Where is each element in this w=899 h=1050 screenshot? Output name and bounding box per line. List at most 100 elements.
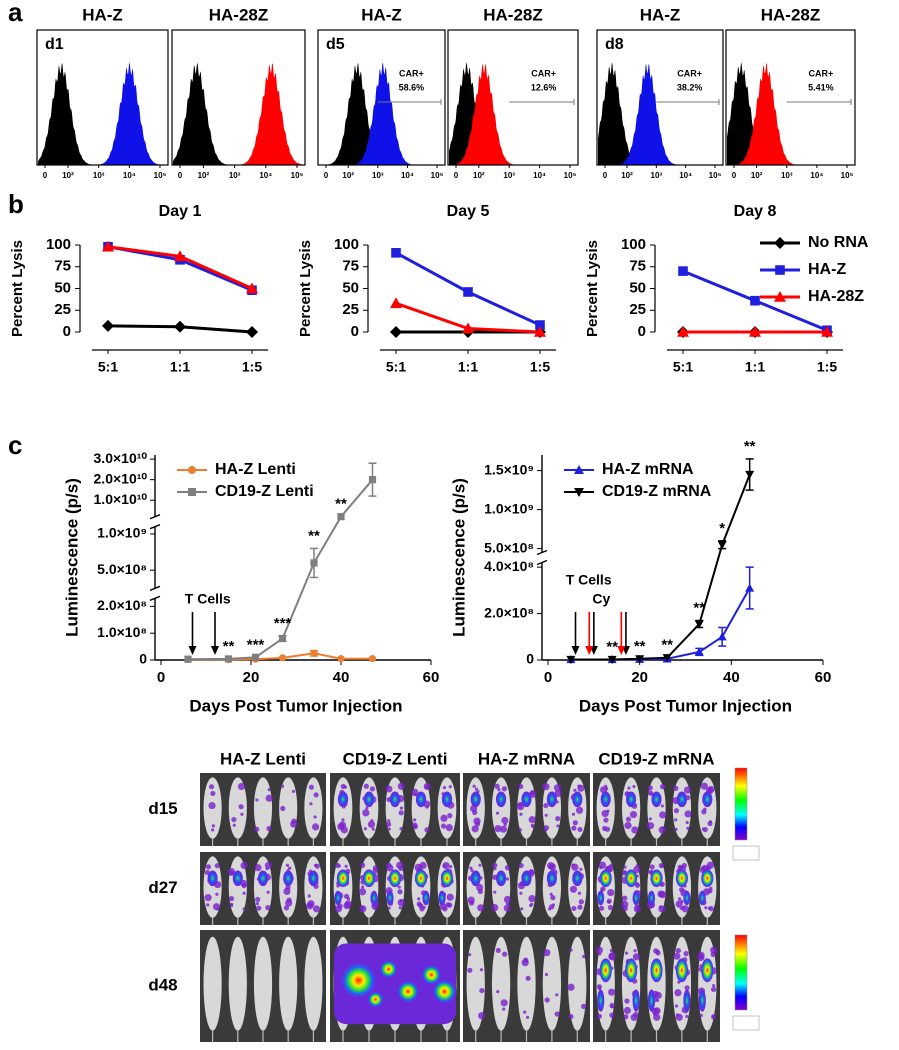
- signal-speckle: [503, 895, 512, 904]
- x-tick-label: 10³: [93, 171, 105, 180]
- signal-speckle: [343, 785, 347, 789]
- legend-marker: [574, 488, 584, 497]
- signal-speckle: [385, 785, 393, 793]
- signal-speckle: [549, 892, 553, 896]
- signal-speckle: [367, 820, 376, 828]
- x-tick-label: 10⁵: [709, 171, 722, 180]
- signal-speckle: [264, 861, 273, 869]
- x-tick-label: 0: [324, 171, 329, 180]
- x-tick-label: 0: [732, 171, 737, 180]
- chart-title: Day 8: [734, 203, 777, 220]
- signal-speckle: [556, 824, 560, 828]
- signal-speckle: [677, 980, 681, 984]
- chart-title: Day 5: [447, 203, 490, 220]
- y-tick-label: 0: [526, 651, 534, 667]
- signal-speckle: [624, 951, 629, 955]
- signal-speckle: [423, 782, 431, 791]
- signal-speckle: [555, 993, 559, 997]
- signal-blob: [379, 960, 398, 979]
- y-tick-label: 2.0×10⁸: [484, 604, 534, 620]
- signal-speckle: [571, 905, 577, 912]
- treatment-label: Cy: [592, 591, 610, 607]
- signal-speckle: [528, 815, 536, 824]
- signal-speckle: [492, 862, 498, 868]
- signal-speckle: [623, 865, 627, 869]
- signal-speckle: [414, 863, 422, 872]
- gate-percent: 5.41%: [808, 82, 834, 92]
- y-axis-label: Percent Lysis: [297, 240, 314, 337]
- signal-blob: [283, 870, 294, 887]
- signal-speckle: [397, 889, 403, 895]
- histogram-title: HA-28Z: [483, 5, 543, 24]
- gate-percent: 58.6%: [399, 82, 425, 92]
- signal-speckle: [660, 804, 664, 808]
- signal-blob: [683, 890, 691, 906]
- signal-blob: [675, 869, 688, 888]
- x-tick-label: 60: [815, 669, 832, 686]
- histogram: [173, 63, 304, 165]
- signal-speckle: [659, 784, 666, 790]
- signal-speckle: [386, 821, 392, 827]
- signal-speckle: [544, 997, 550, 1003]
- signal-speckle: [608, 988, 616, 996]
- histogram: [727, 62, 854, 165]
- mouse: [359, 777, 379, 839]
- signal-speckle: [569, 885, 578, 893]
- data-point: [310, 559, 318, 567]
- signal-speckle: [231, 816, 237, 823]
- signal-blob: [207, 870, 218, 887]
- signal-speckle: [623, 1006, 631, 1015]
- y-tick-label: 0: [638, 323, 646, 340]
- signal-speckle: [440, 823, 447, 829]
- signal-speckle: [309, 802, 313, 806]
- signal-speckle: [493, 890, 497, 894]
- signal-speckle: [502, 951, 508, 957]
- signal-speckle: [675, 900, 683, 908]
- row-label: d48: [148, 975, 177, 994]
- signal-speckle: [523, 1010, 527, 1014]
- signal-speckle: [659, 891, 667, 899]
- signal-speckle: [474, 787, 479, 791]
- signal-blob: [363, 791, 375, 808]
- signal-speckle: [701, 827, 706, 831]
- signal-speckle: [529, 790, 536, 796]
- data-point: [750, 295, 760, 306]
- x-tick-label: 40: [333, 669, 350, 686]
- signal-speckle: [648, 817, 652, 821]
- data-point: [390, 326, 402, 338]
- signal-blob: [441, 791, 453, 808]
- treatment-arrow: [571, 612, 580, 655]
- y-tick-label: 0: [63, 323, 71, 340]
- color-scale-box: [732, 845, 760, 861]
- signal-speckle: [623, 870, 627, 874]
- signal-speckle: [496, 990, 500, 994]
- signal-speckle: [477, 904, 485, 912]
- signal-speckle: [598, 905, 605, 911]
- signal-speckle: [712, 984, 716, 988]
- signal-speckle: [208, 801, 216, 810]
- signal-speckle: [210, 790, 216, 797]
- signal-speckle: [577, 784, 585, 792]
- signal-blob: [388, 869, 402, 888]
- signal-speckle: [685, 820, 689, 825]
- signal-speckle: [567, 983, 575, 991]
- signal-speckle: [265, 905, 271, 911]
- mouse-image: [330, 930, 460, 1042]
- signal-speckle: [412, 822, 418, 828]
- signal-speckle: [575, 806, 584, 814]
- signal-speckle: [307, 894, 311, 898]
- signal-speckle: [358, 888, 367, 896]
- x-tick-label: 0: [157, 669, 165, 686]
- y-tick-label: 25: [342, 301, 359, 318]
- data-point: [566, 655, 576, 665]
- signal-speckle: [445, 823, 453, 832]
- significance: ***: [274, 615, 292, 632]
- signal-blob: [701, 958, 714, 983]
- signal-speckle: [579, 867, 583, 871]
- mouse-image: [463, 773, 590, 846]
- histogram-title: HA-Z: [82, 5, 123, 24]
- significance: ***: [247, 636, 265, 653]
- signal-speckle: [313, 792, 319, 798]
- signal-speckle: [283, 905, 290, 911]
- data-point: [662, 654, 672, 663]
